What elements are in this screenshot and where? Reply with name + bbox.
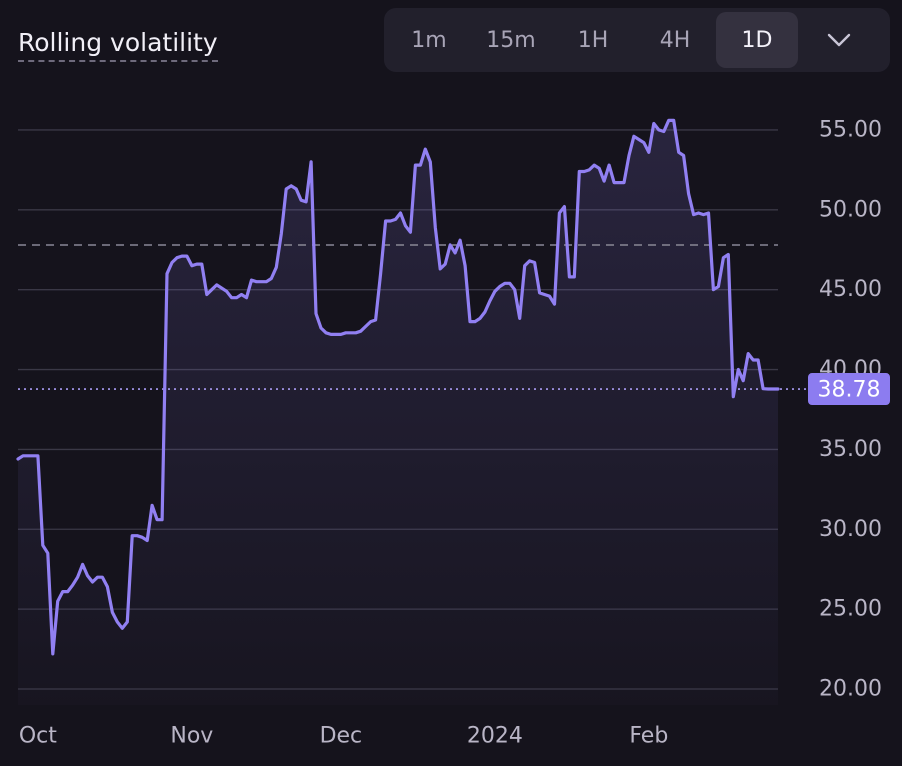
timeframe-1m-button[interactable]: 1m bbox=[411, 27, 447, 53]
x-tick-label: Feb bbox=[629, 724, 668, 749]
x-tick-label: Oct bbox=[19, 724, 57, 749]
y-tick-label: 45.00 bbox=[819, 277, 882, 302]
timeframe-more-button[interactable] bbox=[798, 12, 880, 68]
timeframe-1d-button[interactable]: 1D bbox=[716, 12, 798, 68]
series-line[interactable] bbox=[16, 118, 780, 656]
series-area-fill bbox=[18, 120, 778, 705]
y-tick-label: 25.00 bbox=[819, 597, 882, 622]
y-tick-label: 30.00 bbox=[819, 517, 882, 542]
x-tick-label: Dec bbox=[320, 724, 363, 749]
timeframe-selector: 1m 15m 1H 4H 1D bbox=[384, 8, 890, 72]
chevron-down-icon bbox=[827, 33, 851, 47]
y-tick-label: 50.00 bbox=[819, 197, 882, 222]
x-axis: Oct Nov Dec 2024 Feb bbox=[19, 724, 668, 749]
chart-title[interactable]: Rolling volatility bbox=[18, 28, 218, 62]
timeframe-4h-button[interactable]: 4H bbox=[659, 27, 691, 53]
y-tick-label: 35.00 bbox=[819, 437, 882, 462]
last-value-badge: 38.78 bbox=[808, 373, 890, 406]
last-value-label: 38.78 bbox=[818, 378, 881, 403]
y-tick-label: 20.00 bbox=[819, 677, 882, 702]
y-tick-label: 55.00 bbox=[819, 117, 882, 142]
x-tick-label: Nov bbox=[170, 724, 213, 749]
timeframe-15m-button[interactable]: 15m bbox=[486, 27, 536, 53]
timeframe-1h-button[interactable]: 1H bbox=[577, 27, 609, 53]
x-tick-label: 2024 bbox=[467, 724, 523, 749]
